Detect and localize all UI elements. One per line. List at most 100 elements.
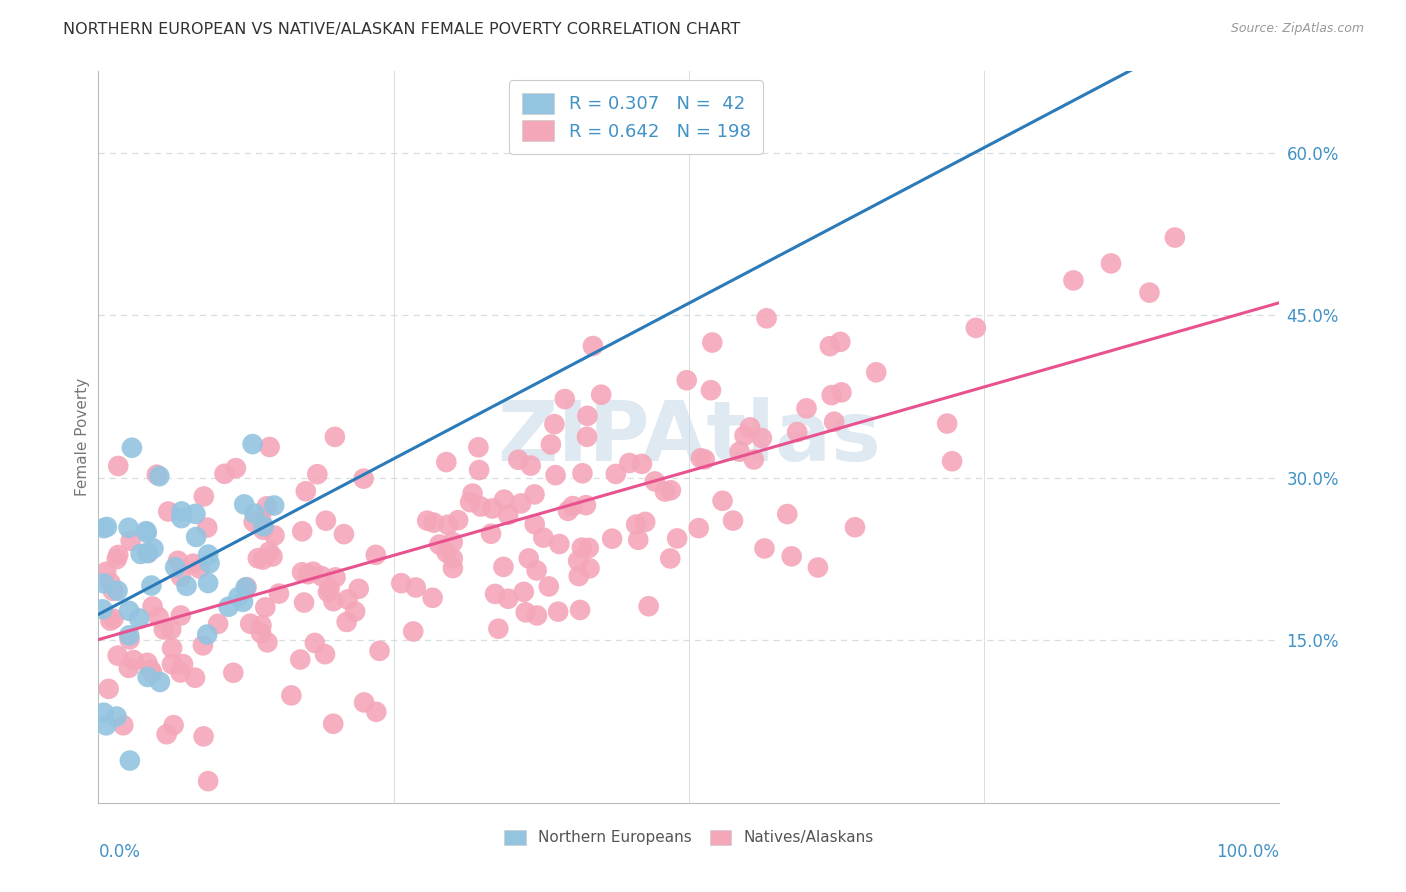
Point bbox=[325, 570, 347, 584]
Point bbox=[118, 661, 141, 675]
Point bbox=[844, 520, 866, 534]
Point bbox=[93, 576, 115, 591]
Point bbox=[93, 521, 115, 535]
Point bbox=[139, 663, 162, 677]
Point bbox=[569, 603, 592, 617]
Point bbox=[721, 514, 744, 528]
Point bbox=[402, 624, 425, 639]
Point bbox=[252, 552, 274, 566]
Point bbox=[751, 431, 773, 445]
Point bbox=[93, 706, 115, 720]
Point bbox=[742, 452, 765, 467]
Point bbox=[292, 595, 315, 609]
Point bbox=[531, 531, 554, 545]
Point bbox=[98, 575, 121, 590]
Point bbox=[195, 627, 218, 641]
Point bbox=[515, 605, 537, 619]
Point bbox=[252, 523, 274, 537]
Point bbox=[316, 585, 339, 599]
Point bbox=[184, 530, 207, 544]
Point bbox=[136, 545, 159, 559]
Point bbox=[170, 511, 193, 525]
Point bbox=[654, 484, 676, 499]
Point bbox=[254, 600, 277, 615]
Point bbox=[780, 549, 803, 564]
Point bbox=[297, 567, 319, 582]
Point bbox=[322, 716, 344, 731]
Point bbox=[170, 504, 193, 518]
Point bbox=[508, 452, 530, 467]
Point bbox=[256, 635, 278, 649]
Point bbox=[120, 533, 142, 548]
Point bbox=[333, 527, 356, 541]
Point bbox=[523, 487, 546, 501]
Point bbox=[776, 507, 799, 521]
Point bbox=[218, 599, 240, 614]
Point bbox=[578, 561, 600, 575]
Point bbox=[427, 537, 450, 551]
Point bbox=[754, 541, 776, 556]
Point bbox=[423, 516, 446, 530]
Point bbox=[366, 705, 388, 719]
Point bbox=[242, 437, 264, 451]
Point bbox=[336, 615, 359, 629]
Point bbox=[567, 554, 589, 568]
Point bbox=[97, 681, 120, 696]
Point bbox=[561, 499, 583, 513]
Point bbox=[181, 557, 204, 571]
Point bbox=[416, 514, 439, 528]
Point bbox=[557, 504, 579, 518]
Point bbox=[347, 582, 370, 596]
Point bbox=[148, 610, 170, 624]
Point bbox=[436, 545, 458, 559]
Legend: Northern Europeans, Natives/Alaskans: Northern Europeans, Natives/Alaskans bbox=[499, 825, 879, 850]
Point bbox=[167, 554, 190, 568]
Point bbox=[481, 501, 503, 516]
Point bbox=[447, 513, 470, 527]
Point bbox=[571, 467, 593, 481]
Point bbox=[605, 467, 627, 481]
Point bbox=[510, 496, 533, 510]
Point bbox=[290, 652, 312, 666]
Point bbox=[631, 457, 654, 471]
Point bbox=[519, 458, 541, 473]
Point bbox=[576, 409, 599, 423]
Point bbox=[702, 335, 724, 350]
Point bbox=[170, 569, 193, 583]
Point bbox=[259, 440, 281, 454]
Point bbox=[225, 461, 247, 475]
Point bbox=[96, 565, 118, 579]
Point bbox=[468, 463, 491, 477]
Point bbox=[141, 578, 163, 592]
Point bbox=[936, 417, 959, 431]
Point bbox=[540, 437, 562, 451]
Point bbox=[170, 608, 193, 623]
Text: 100.0%: 100.0% bbox=[1216, 843, 1279, 861]
Point bbox=[101, 583, 124, 598]
Point bbox=[1062, 273, 1084, 287]
Point bbox=[193, 730, 215, 744]
Point bbox=[941, 454, 963, 468]
Point bbox=[118, 632, 141, 647]
Point bbox=[263, 528, 285, 542]
Point bbox=[94, 718, 117, 732]
Point bbox=[543, 417, 565, 431]
Point bbox=[121, 441, 143, 455]
Point bbox=[554, 392, 576, 406]
Point bbox=[323, 430, 346, 444]
Point bbox=[250, 618, 273, 632]
Point bbox=[302, 565, 325, 579]
Point bbox=[479, 526, 502, 541]
Point bbox=[96, 520, 118, 534]
Point bbox=[250, 626, 273, 640]
Point bbox=[135, 525, 157, 540]
Point bbox=[738, 420, 761, 434]
Point bbox=[526, 608, 548, 623]
Point bbox=[548, 537, 571, 551]
Point bbox=[600, 532, 623, 546]
Point bbox=[734, 428, 756, 442]
Point bbox=[128, 611, 150, 625]
Point bbox=[318, 582, 340, 596]
Point bbox=[118, 754, 141, 768]
Point bbox=[441, 551, 464, 566]
